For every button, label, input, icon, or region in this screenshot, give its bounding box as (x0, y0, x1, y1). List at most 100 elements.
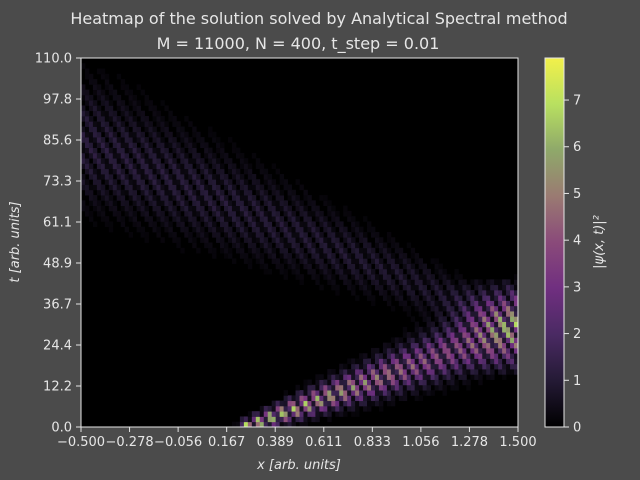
heatmap-cell (498, 342, 503, 349)
heatmap-cell (478, 311, 483, 317)
heatmap-cell (470, 295, 475, 301)
heatmap-cell (323, 395, 328, 402)
heatmap-cell (148, 195, 153, 201)
heatmap-cell (315, 384, 320, 391)
heatmap-cell (247, 200, 253, 206)
heatmap-cell (414, 268, 420, 275)
heatmap-cell (398, 274, 404, 280)
heatmap-cell (382, 247, 388, 254)
heatmap-cell (374, 390, 380, 396)
heatmap-cell (331, 205, 336, 212)
heatmap-cell (148, 121, 153, 127)
heatmap-cell (434, 337, 439, 344)
heatmap-cell (374, 374, 380, 380)
heatmap-cell (386, 358, 392, 365)
heatmap-cell (371, 247, 376, 254)
heatmap-cell (112, 137, 118, 143)
heatmap-cell (140, 173, 145, 180)
heatmap-cell (454, 347, 459, 354)
heatmap-cell (263, 247, 269, 254)
heatmap-cell (367, 374, 372, 380)
heatmap-cell (136, 131, 141, 138)
heatmap-cell (291, 400, 296, 407)
heatmap-cell (124, 142, 130, 149)
heatmap-cell (442, 347, 447, 354)
heatmap-cell (104, 147, 110, 154)
heatmap-cell (235, 237, 241, 243)
heatmap-cell (235, 247, 241, 254)
heatmap-cell (470, 332, 475, 338)
heatmap-cell (502, 332, 507, 338)
heatmap-cell (88, 195, 94, 201)
heatmap-cell (506, 353, 511, 359)
heatmap-cell (462, 326, 467, 333)
heatmap-cell (267, 416, 273, 423)
heatmap-cell (204, 173, 209, 180)
heatmap-cell (299, 405, 304, 412)
heatmap-cell (239, 231, 245, 238)
heatmap-cell (124, 131, 130, 138)
heatmap-cell (355, 395, 360, 402)
heatmap-cell (291, 210, 296, 217)
heatmap-cell (450, 384, 455, 391)
y-tick-label: 85.6 (43, 134, 72, 149)
heatmap-cell (363, 284, 368, 291)
heatmap-cell (514, 337, 519, 344)
heatmap-cell (414, 395, 420, 402)
heatmap-cell (442, 332, 447, 338)
heatmap-cell (466, 300, 471, 307)
heatmap-cell (414, 347, 420, 354)
heatmap-cell (478, 289, 483, 296)
heatmap-cell (96, 173, 102, 180)
heatmap-cell (486, 369, 491, 375)
heatmap-cell (299, 231, 304, 238)
heatmap-cell (192, 142, 197, 149)
heatmap-cell (386, 384, 392, 391)
heatmap-cell (359, 247, 364, 254)
heatmap-cell (303, 390, 308, 396)
heatmap-cell (386, 284, 392, 291)
heatmap-cell (287, 226, 292, 233)
heatmap-cell (482, 289, 487, 296)
heatmap-cell (502, 369, 507, 375)
heatmap-cell (458, 321, 463, 328)
heatmap-cell (148, 163, 153, 170)
heatmap-cell (367, 274, 372, 280)
heatmap-cell (450, 311, 455, 317)
heatmap-cell (279, 253, 285, 259)
heatmap-cell (227, 189, 233, 196)
heatmap-cell (255, 189, 261, 196)
heatmap-cell (478, 326, 483, 333)
heatmap-cell (231, 142, 237, 149)
heatmap-cell (355, 379, 360, 386)
heatmap-cell (490, 284, 495, 291)
heatmap-cell (367, 384, 372, 391)
heatmap-cell (152, 179, 157, 185)
heatmap-cell (200, 168, 205, 175)
heatmap-cell (200, 179, 205, 185)
heatmap-cell (378, 400, 384, 407)
y-tick-label: 48.9 (43, 257, 72, 272)
heatmap-cell (315, 379, 320, 386)
heatmap-cell (478, 374, 483, 380)
heatmap-cell (172, 189, 177, 196)
heatmap-cell (263, 168, 269, 175)
heatmap-cell (220, 200, 225, 206)
heatmap-cell (438, 321, 443, 328)
heatmap-cell (160, 195, 165, 201)
heatmap-cell (231, 237, 237, 243)
heatmap-cell (315, 274, 320, 280)
heatmap-cell (498, 332, 503, 338)
heatmap-cell (319, 237, 324, 243)
heatmap-cell (152, 168, 157, 175)
heatmap-cell (390, 353, 396, 359)
heatmap-cell (231, 184, 237, 191)
heatmap-cell (251, 152, 257, 159)
heatmap-cell (303, 253, 308, 259)
heatmap-cell (100, 68, 106, 75)
heatmap-cell (478, 305, 483, 312)
heatmap-cell (374, 395, 380, 402)
heatmap-cell (355, 363, 360, 370)
heatmap-cell (430, 321, 435, 328)
heatmap-cell (168, 231, 173, 238)
